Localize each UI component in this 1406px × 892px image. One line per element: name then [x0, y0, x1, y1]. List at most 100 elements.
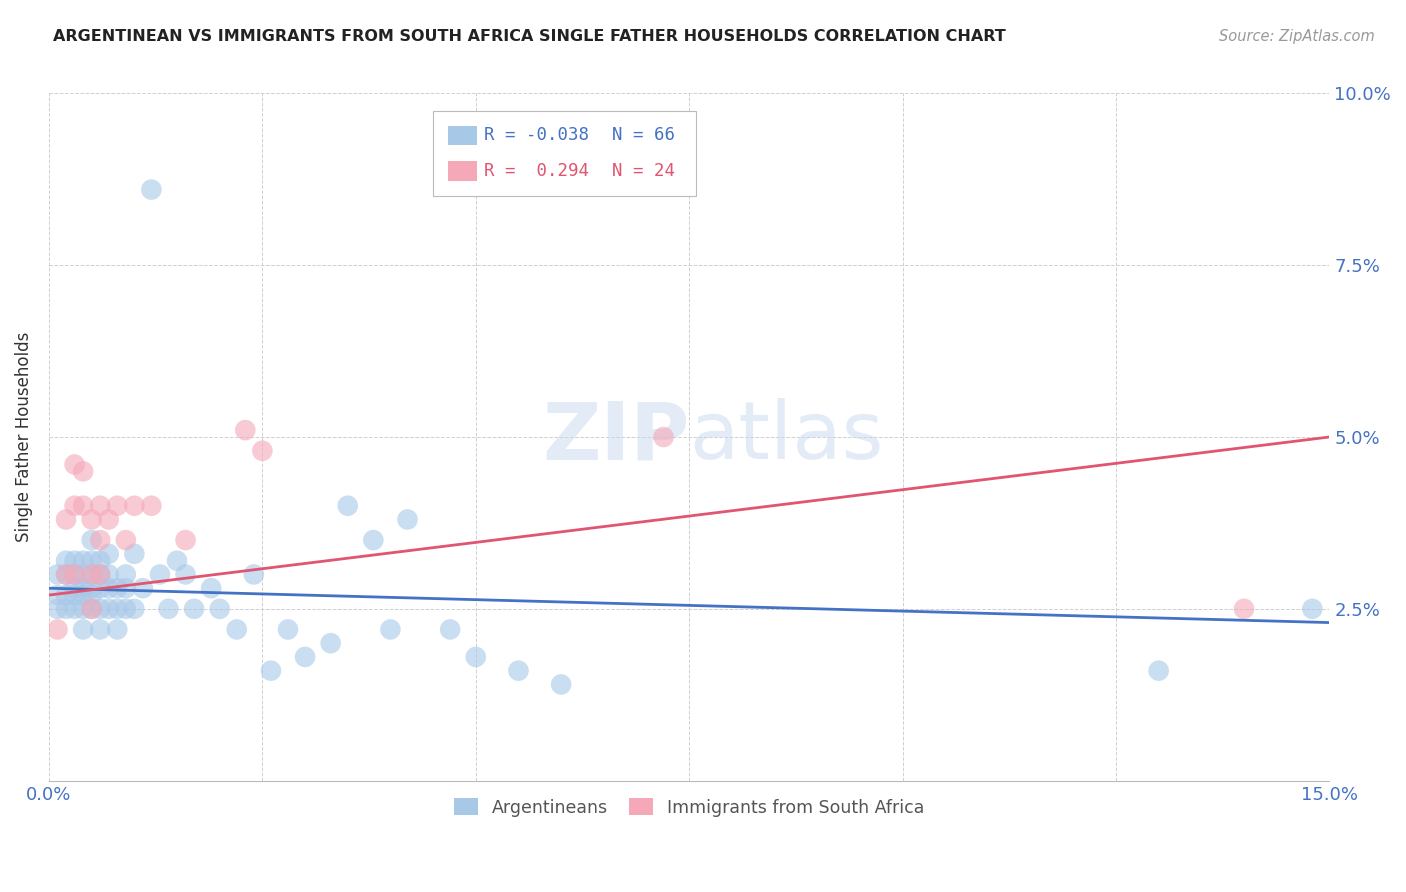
- Point: [80, 588, 103, 602]
- Point: [72, 588, 94, 602]
- Point: [183, 602, 205, 616]
- Text: R = -0.038: R = -0.038: [484, 127, 589, 145]
- Point: [80, 581, 103, 595]
- Point: [294, 649, 316, 664]
- Point: [174, 567, 197, 582]
- Point: [260, 664, 283, 678]
- Point: [89, 623, 111, 637]
- Point: [336, 499, 359, 513]
- Point: [72, 567, 94, 582]
- Point: [97, 512, 120, 526]
- Point: [652, 430, 675, 444]
- Point: [63, 602, 86, 616]
- Point: [72, 499, 94, 513]
- Y-axis label: Single Father Households: Single Father Households: [15, 332, 32, 542]
- Point: [63, 567, 86, 582]
- Point: [97, 581, 120, 595]
- Point: [105, 581, 128, 595]
- Bar: [449, 126, 477, 145]
- Point: [89, 602, 111, 616]
- Point: [80, 554, 103, 568]
- Point: [63, 499, 86, 513]
- Point: [141, 499, 163, 513]
- Point: [252, 443, 274, 458]
- Point: [55, 554, 77, 568]
- Point: [233, 423, 256, 437]
- Point: [439, 623, 461, 637]
- Point: [46, 588, 69, 602]
- Point: [200, 581, 222, 595]
- Point: [225, 623, 247, 637]
- Bar: [449, 161, 477, 181]
- Point: [80, 567, 103, 582]
- Point: [55, 567, 77, 582]
- Point: [174, 533, 197, 547]
- Point: [46, 567, 69, 582]
- Point: [508, 664, 530, 678]
- Text: R =  0.294: R = 0.294: [484, 162, 589, 180]
- Point: [80, 602, 103, 616]
- Point: [243, 567, 266, 582]
- Point: [63, 567, 86, 582]
- Point: [80, 567, 103, 582]
- Point: [55, 588, 77, 602]
- Point: [89, 554, 111, 568]
- Point: [1147, 664, 1170, 678]
- Point: [1301, 602, 1323, 616]
- Text: ARGENTINEAN VS IMMIGRANTS FROM SOUTH AFRICA SINGLE FATHER HOUSEHOLDS CORRELATION: ARGENTINEAN VS IMMIGRANTS FROM SOUTH AFR…: [53, 29, 1007, 44]
- Point: [105, 499, 128, 513]
- Point: [80, 602, 103, 616]
- Point: [63, 581, 86, 595]
- Point: [124, 499, 146, 513]
- Point: [63, 554, 86, 568]
- Point: [55, 512, 77, 526]
- Point: [141, 183, 163, 197]
- Point: [97, 567, 120, 582]
- Point: [46, 623, 69, 637]
- Point: [550, 677, 572, 691]
- Text: Source: ZipAtlas.com: Source: ZipAtlas.com: [1219, 29, 1375, 44]
- Point: [89, 581, 111, 595]
- Point: [277, 623, 299, 637]
- Text: atlas: atlas: [689, 398, 883, 476]
- Point: [132, 581, 155, 595]
- Point: [63, 588, 86, 602]
- Point: [89, 567, 111, 582]
- Point: [55, 567, 77, 582]
- Point: [208, 602, 231, 616]
- Point: [80, 533, 103, 547]
- Point: [464, 649, 486, 664]
- Point: [89, 567, 111, 582]
- Point: [89, 499, 111, 513]
- Point: [72, 464, 94, 478]
- Legend: Argentineans, Immigrants from South Africa: Argentineans, Immigrants from South Afri…: [447, 791, 932, 823]
- Point: [105, 602, 128, 616]
- FancyBboxPatch shape: [433, 111, 696, 196]
- Point: [72, 602, 94, 616]
- Point: [396, 512, 419, 526]
- Point: [55, 602, 77, 616]
- Point: [72, 623, 94, 637]
- Point: [80, 512, 103, 526]
- Point: [97, 602, 120, 616]
- Point: [114, 567, 136, 582]
- Point: [124, 547, 146, 561]
- Point: [157, 602, 180, 616]
- Point: [149, 567, 172, 582]
- Text: N = 66: N = 66: [613, 127, 675, 145]
- Point: [319, 636, 342, 650]
- Text: ZIP: ZIP: [541, 398, 689, 476]
- Point: [363, 533, 385, 547]
- Point: [97, 547, 120, 561]
- Point: [72, 581, 94, 595]
- Point: [63, 458, 86, 472]
- Point: [46, 602, 69, 616]
- Point: [105, 623, 128, 637]
- Point: [114, 581, 136, 595]
- Point: [380, 623, 402, 637]
- Text: N = 24: N = 24: [613, 162, 675, 180]
- Point: [1233, 602, 1256, 616]
- Point: [72, 554, 94, 568]
- Point: [89, 533, 111, 547]
- Point: [124, 602, 146, 616]
